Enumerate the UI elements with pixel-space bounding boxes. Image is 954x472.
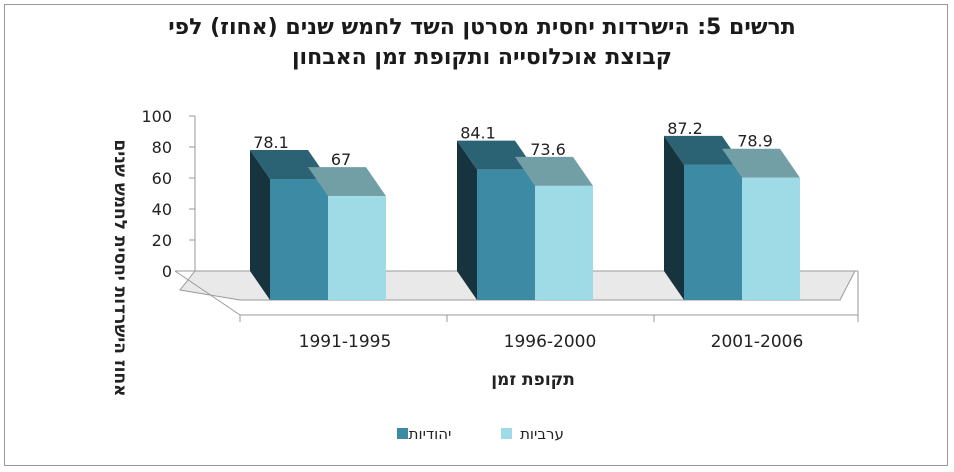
bar-top-face [308,167,386,197]
bar-group [250,135,800,300]
y-axis: 0 20 40 60 80 100 [141,107,196,281]
bar [722,148,800,300]
data-label: 73.6 [530,140,566,159]
bar-side-face [457,140,477,300]
data-label: 78.1 [253,133,289,152]
bar-side-face [250,149,270,300]
data-labels: 78.1 67 84.1 73.6 87.2 78.9 [253,119,773,169]
legend-label: ערביות [520,425,564,443]
data-label: 84.1 [460,124,496,143]
y-tick-label: 100 [141,107,172,126]
bar-top-face [250,149,328,179]
legend-swatch [501,428,512,439]
bar [308,167,386,300]
bar-top-face [515,156,593,186]
bar-front-face [535,185,593,300]
y-tick-label: 40 [152,200,172,219]
bar-side-face [664,135,684,300]
floor-edge-left [174,270,241,316]
y-tick-label: 60 [152,169,172,188]
legend-item: יהודיות [397,425,451,443]
bar-front-face [477,169,535,300]
bar-front-face [742,177,800,300]
data-label: 87.2 [667,119,703,138]
legend-swatch [397,428,408,439]
bar-front-face [328,196,386,300]
bar [515,156,593,300]
legend-label: יהודיות [409,425,452,443]
y-axis-title: אחוז הישרדות יחסית לחמש שנים [110,139,130,396]
bar-top-face [722,148,800,178]
chart-title-line-2: קבוצת אוכלוסייה ותקופת זמן האבחון [292,45,672,70]
x-tick-label: 2001-2006 [711,332,804,352]
bar [664,135,742,300]
data-label: 67 [331,150,351,169]
bar-top-face [457,140,535,170]
y-tick-label: 0 [162,262,172,281]
bar-front-face [684,164,742,300]
bar-front-face [270,178,328,300]
y-tick-label: 20 [152,231,172,250]
x-axis-ticks: 1991-1995 1996-2000 2001-2006 [299,332,804,352]
bar [457,140,535,300]
bar [250,149,328,300]
y-tick-label: 80 [152,138,172,157]
data-label: 78.9 [737,132,773,151]
x-tick-label: 1996-2000 [504,332,597,352]
x-tick-label: 1991-1995 [299,332,392,352]
x-axis-title: תקופת זמן [491,370,575,390]
legend: יהודיות ערביות [397,425,564,443]
chart-title: תרשים 5: הישרדות יחסית מסרטן השד לחמש שנ… [85,13,879,73]
bar-top-face [664,135,742,165]
legend-item: ערביות [501,425,564,443]
chart-title-line-1: תרשים 5: הישרדות יחסית מסרטן השד לחמש שנ… [168,15,796,40]
